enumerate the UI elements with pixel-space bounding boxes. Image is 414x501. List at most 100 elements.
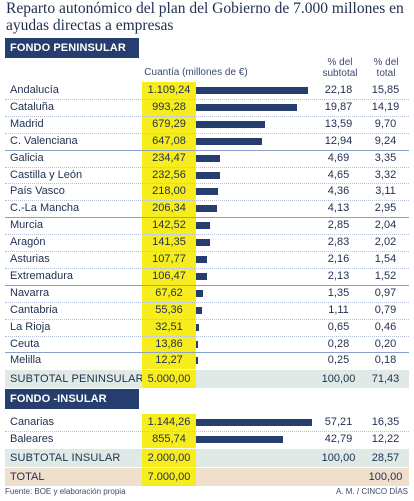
subtotal-value: 2.000,00 bbox=[142, 448, 196, 467]
region-name: Murcia bbox=[10, 219, 44, 232]
value-label: 993,28 bbox=[152, 100, 186, 113]
table-row: Andalucía 1.109,24 22,18 15,85 bbox=[5, 82, 409, 99]
bar bbox=[196, 222, 211, 230]
pct-total: 2,04 bbox=[374, 219, 397, 232]
region-name: Ceuta bbox=[10, 337, 40, 350]
value-label: 107,77 bbox=[152, 253, 186, 265]
bar bbox=[196, 103, 297, 111]
total-pct-total: 100,00 bbox=[368, 471, 403, 483]
row-separator bbox=[5, 352, 409, 354]
table-row: Cataluña 993,28 19,87 14,19 bbox=[5, 99, 409, 116]
value-label: 1.109,24 bbox=[147, 84, 191, 96]
table-row: Canarias 1.144,26 57,21 16,35 bbox=[5, 414, 409, 431]
table-row: Cantabria 55,36 1,11 0,79 bbox=[5, 302, 409, 319]
value-label: 232,56 bbox=[152, 168, 186, 181]
value-label: 13,86 bbox=[155, 337, 183, 350]
region-name: País Vasco bbox=[10, 185, 65, 198]
pct-total: 9,24 bbox=[374, 134, 397, 147]
region-name: Canarias bbox=[10, 416, 55, 428]
value-highlight-band bbox=[142, 82, 196, 370]
table-row: Madrid 679,29 13,59 9,70 bbox=[5, 116, 409, 133]
row-separator bbox=[5, 318, 409, 320]
row-separator bbox=[5, 267, 409, 269]
row-separator bbox=[5, 132, 409, 134]
region-name: Andalucía bbox=[10, 84, 59, 96]
row-separator bbox=[5, 200, 409, 202]
pct-subtotal: 4,36 bbox=[327, 185, 350, 198]
subtotal-row-peninsular: SUBTOTAL PENINSULAR 5.000,00 100,00 71,43 bbox=[5, 370, 409, 389]
total-name: TOTAL bbox=[10, 471, 45, 483]
pct-subtotal: 4,69 bbox=[327, 151, 350, 164]
region-name: Extremadura bbox=[10, 269, 73, 282]
pct-subtotal: 42,79 bbox=[324, 432, 353, 445]
table-row: Extremadura 106,47 2,13 1,52 bbox=[5, 268, 409, 285]
row-separator bbox=[5, 217, 409, 219]
col-header-pct-total: % del total bbox=[373, 57, 399, 79]
section-header-peninsular: FONDO PENINSULAR bbox=[5, 38, 139, 58]
value-label: 218,00 bbox=[152, 185, 186, 198]
value-label: 32,51 bbox=[155, 320, 183, 333]
table-row: Baleares 855,74 42,79 12,22 bbox=[5, 431, 409, 448]
subtotal-value: 5.000,00 bbox=[142, 370, 196, 389]
bar bbox=[196, 239, 211, 247]
table-row: País Vasco 218,00 4,36 3,11 bbox=[5, 183, 409, 200]
table-row: Asturias 107,77 2,16 1,54 bbox=[5, 251, 409, 268]
pct-total: 9,70 bbox=[374, 117, 397, 130]
bar bbox=[196, 323, 200, 331]
total-value: 7.000,00 bbox=[142, 468, 196, 486]
pct-subtotal: 0,28 bbox=[327, 337, 350, 350]
pct-subtotal: 4,65 bbox=[327, 168, 350, 181]
pct-total: 3,32 bbox=[374, 168, 397, 181]
credit-note: A. M. / CINCO DÍAS bbox=[335, 487, 408, 496]
row-separator bbox=[5, 251, 409, 252]
bar bbox=[196, 188, 219, 196]
subtotal-name: SUBTOTAL PENINSULAR bbox=[10, 373, 144, 386]
row-separator bbox=[5, 335, 409, 337]
bar bbox=[196, 205, 217, 213]
region-name: Madrid bbox=[10, 117, 44, 130]
subtotal-name: SUBTOTAL INSULAR bbox=[10, 451, 121, 464]
region-name: Melilla bbox=[10, 354, 42, 367]
region-name: Cantabria bbox=[10, 303, 58, 316]
bar bbox=[196, 87, 309, 94]
bar bbox=[196, 256, 207, 263]
table-row: Navarra 67,62 1,35 0,97 bbox=[5, 285, 409, 302]
table-row: Murcia 142,52 2,85 2,04 bbox=[5, 217, 409, 234]
table-row: Castilla y León 232,56 4,65 3,32 bbox=[5, 167, 409, 184]
value-label: 234,47 bbox=[152, 151, 186, 164]
value-label: 679,29 bbox=[152, 117, 186, 130]
region-name: C.-La Mancha bbox=[10, 202, 80, 215]
chart-title: Reparto autonómico del plan del Gobierno… bbox=[6, 0, 404, 34]
region-name: Cataluña bbox=[10, 100, 55, 113]
row-separator bbox=[5, 234, 409, 236]
table-row: C.-La Mancha 206,34 4,13 2,95 bbox=[5, 200, 409, 217]
pct-total: 2,02 bbox=[374, 236, 397, 249]
section-header-insular: FONDO -INSULAR bbox=[5, 389, 139, 409]
table-row: Melilla 12,27 0,25 0,18 bbox=[5, 352, 409, 369]
pct-total: 16,35 bbox=[371, 416, 400, 428]
pct-subtotal: 12,94 bbox=[324, 134, 353, 147]
pct-total: 0,20 bbox=[374, 337, 397, 350]
table-row: Ceuta 13,86 0,28 0,20 bbox=[5, 336, 409, 353]
table-row: C. Valenciana 647,08 12,94 9,24 bbox=[5, 133, 409, 150]
subtotal-pct-total: 71,43 bbox=[371, 373, 400, 386]
value-label: 106,47 bbox=[152, 269, 186, 282]
pct-total: 12,22 bbox=[371, 432, 400, 445]
row-separator bbox=[5, 115, 409, 117]
total-row: TOTAL 7.000,00 100,00 bbox=[5, 468, 409, 486]
section-header-label: FONDO PENINSULAR bbox=[10, 42, 126, 54]
row-separator bbox=[5, 98, 409, 100]
pct-subtotal: 0,25 bbox=[327, 354, 350, 367]
region-name: C. Valenciana bbox=[10, 134, 78, 147]
pct-subtotal: 19,87 bbox=[324, 100, 353, 113]
row-separator bbox=[5, 284, 409, 286]
bar bbox=[196, 357, 198, 365]
region-name: Aragón bbox=[10, 236, 46, 249]
row-separator bbox=[5, 301, 409, 303]
bar bbox=[196, 137, 262, 145]
section-header-label: FONDO -INSULAR bbox=[10, 393, 107, 405]
pct-subtotal: 2,16 bbox=[327, 253, 350, 265]
pct-total: 3,11 bbox=[375, 185, 396, 198]
pct-total: 0,46 bbox=[374, 320, 397, 333]
value-label: 142,52 bbox=[152, 219, 186, 232]
